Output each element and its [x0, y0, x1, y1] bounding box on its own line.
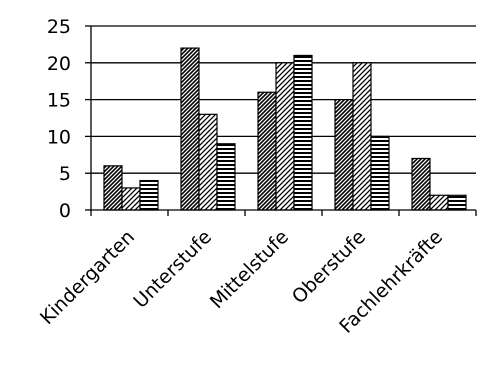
- bar-kindergarten-series-3: [139, 179, 159, 211]
- y-tick-label: 15: [47, 90, 71, 112]
- bar-mittelstufe-series-3: [293, 54, 313, 211]
- x-category-label: Kindergarten: [36, 226, 139, 329]
- bar-fachlehrkräfte-series-1: [411, 157, 431, 211]
- bar-mittelstufe-series-1: [257, 91, 277, 211]
- y-tick-label: 10: [47, 126, 71, 148]
- bar-oberstufe-series-1: [334, 98, 354, 211]
- y-tick-label: 25: [47, 16, 71, 38]
- bar-oberstufe-series-2: [352, 62, 372, 211]
- y-tick-label: 5: [59, 163, 71, 185]
- x-category-label: Unterstufe: [129, 226, 216, 313]
- bar-oberstufe-series-3: [370, 135, 390, 211]
- axes: [85, 25, 477, 216]
- x-category-labels: KindergartenUnterstufeMittelstufeOberstu…: [36, 226, 447, 338]
- y-tick-label: 0: [59, 200, 71, 222]
- bar-kindergarten-series-2: [121, 187, 141, 211]
- y-tick-labels: 0 5 10 15 20 25: [47, 16, 71, 222]
- y-tick-label: 20: [47, 53, 71, 75]
- x-category-label: Mittelstufe: [206, 226, 293, 313]
- x-category-label: Oberstufe: [288, 226, 370, 308]
- bar-unterstufe-series-2: [198, 113, 218, 211]
- bars: [103, 47, 467, 211]
- bar-unterstufe-series-3: [216, 143, 236, 211]
- bar-unterstufe-series-1: [180, 47, 200, 211]
- bar-mittelstufe-series-2: [275, 62, 295, 211]
- bar-kindergarten-series-1: [103, 165, 123, 211]
- bar-fachlehrkräfte-series-2: [429, 194, 449, 211]
- bar-fachlehrkräfte-series-3: [447, 194, 467, 211]
